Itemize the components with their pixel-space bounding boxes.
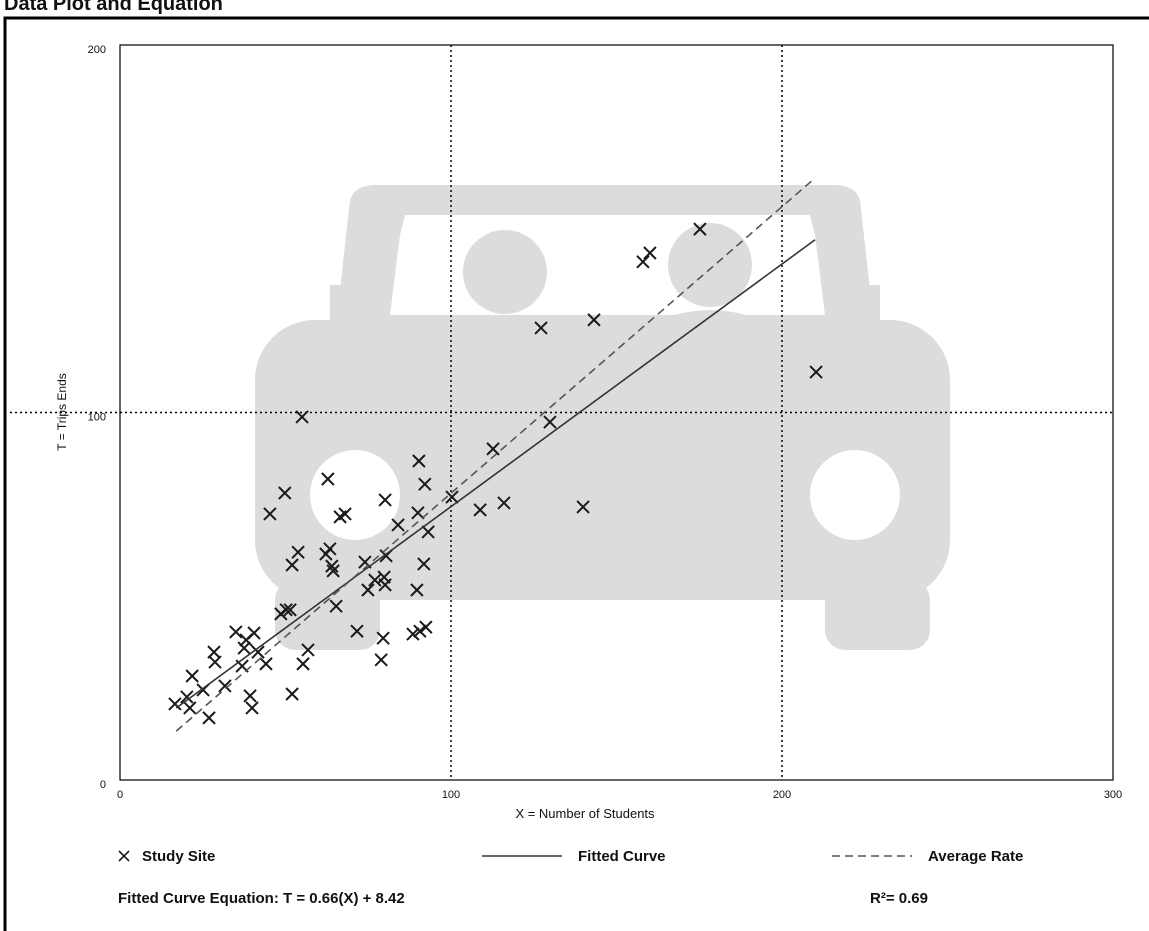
- data-point: [377, 632, 389, 644]
- data-point: [260, 658, 272, 670]
- chart: Data Plot and Equation X = Number of Stu…: [0, 0, 1149, 931]
- y-tick-label: 100: [88, 412, 106, 424]
- legend: Study Site Fitted Curve Average Rate: [119, 848, 1023, 865]
- chart-title: Data Plot and Equation: [4, 0, 223, 15]
- data-point: [248, 627, 260, 639]
- x-tick-label: 0: [117, 789, 123, 801]
- data-point: [238, 642, 250, 654]
- data-point: [244, 690, 256, 702]
- data-point: [246, 702, 258, 714]
- x-axis-label: X = Number of Students: [515, 806, 655, 821]
- data-point: [286, 688, 298, 700]
- data-point: [375, 654, 387, 666]
- data-point: [186, 670, 198, 682]
- x-tick-label: 300: [1104, 789, 1122, 801]
- legend-label: Study Site: [142, 848, 215, 865]
- data-point: [297, 658, 309, 670]
- legend-label: Average Rate: [928, 848, 1023, 865]
- y-tick-label: 200: [88, 44, 106, 56]
- x-tick-label: 100: [442, 789, 460, 801]
- data-point: [169, 698, 181, 710]
- legend-label: Fitted Curve: [578, 848, 666, 865]
- equation: Fitted Curve Equation: T = 0.66(X) + 8.4…: [118, 890, 405, 907]
- legend-swatch: [119, 851, 129, 861]
- data-point: [420, 621, 432, 633]
- data-point: [184, 702, 196, 714]
- r-squared: R²= 0.69: [870, 890, 928, 907]
- data-point: [209, 656, 221, 668]
- data-point: [230, 626, 242, 638]
- data-point: [203, 712, 215, 724]
- x-tick-label: 200: [773, 789, 791, 801]
- y-tick-label: 0: [100, 779, 106, 791]
